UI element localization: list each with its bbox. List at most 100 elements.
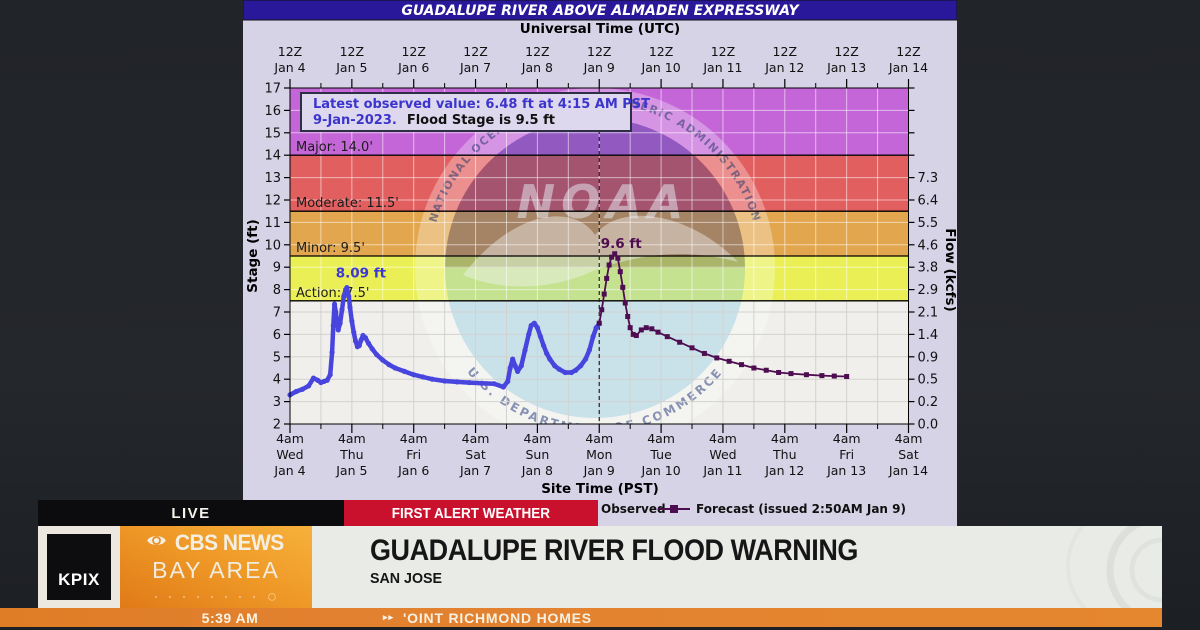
left-axis-title: Stage (ft): [245, 219, 261, 292]
utc-date: Jan 12: [764, 60, 804, 75]
utc-tick: 12Z: [587, 44, 611, 59]
pst-date: Jan 7: [459, 463, 491, 478]
hydrograph-chart: GUADALUPE RIVER ABOVE ALMADEN EXPRESSWAY…: [243, 0, 957, 527]
stage-tick-label: 5: [273, 350, 281, 365]
top-axis-title: Universal Time (UTC): [520, 21, 680, 37]
stage-tick-label: 6: [273, 328, 281, 343]
pst-time: 4am: [895, 431, 923, 446]
utc-tick: 12Z: [463, 44, 487, 59]
pst-time: 4am: [462, 431, 490, 446]
bottom-axis-title: Site Time (PST): [541, 481, 659, 497]
headline-text: GUADALUPE RIVER FLOOD WARNING: [370, 534, 858, 567]
bay-area-label: BAY AREA: [152, 557, 280, 583]
utc-tick: 12Z: [834, 44, 858, 59]
utc-date: Jan 13: [826, 60, 866, 75]
pst-date: Jan 12: [764, 463, 804, 478]
pst-date: Jan 14: [888, 463, 928, 478]
latest-observed-box: Latest observed value: 6.48 ft at 4:15 A…: [300, 92, 650, 132]
flow-tick-label: 0.0: [918, 418, 939, 433]
stage-tick-label: 11: [264, 216, 281, 231]
pst-time: 4am: [400, 431, 428, 446]
cbs-eye-icon: [146, 532, 167, 554]
pst-date: Jan 5: [335, 463, 367, 478]
pst-day: Wed: [276, 447, 303, 462]
kpix-logo: KPIX: [47, 534, 111, 600]
pst-day: Fri: [406, 447, 421, 462]
utc-tick: 12Z: [649, 44, 673, 59]
forecast-series: [596, 251, 850, 380]
stage-tick-label: 7: [273, 306, 281, 321]
threshold-label: Minor: 9.5': [296, 241, 365, 256]
pst-day: Sun: [526, 447, 550, 462]
pst-date: Jan 4: [273, 463, 305, 478]
pst-time: 4am: [338, 431, 366, 446]
stage-tick-label: 17: [264, 82, 281, 97]
utc-tick: 12Z: [525, 44, 549, 59]
threshold-label: Major: 14.0': [296, 140, 373, 155]
utc-date: Jan 4: [273, 60, 305, 75]
flow-tick-label: 0.5: [918, 373, 939, 388]
flow-tick-label: 5.5: [918, 216, 939, 231]
flow-tick-label: 7.3: [918, 171, 939, 186]
kpix-label: KPIX: [58, 570, 100, 589]
latest-observed-line1: Latest observed value: 6.48 ft at 4:15 A…: [313, 97, 650, 112]
utc-date: Jan 14: [888, 60, 928, 75]
chart-legend: Observed Forecast (issued 2:50AM Jan 9): [565, 502, 906, 516]
flow-tick-label: 2.9: [918, 283, 939, 298]
flow-tick-label: 1.4: [918, 328, 939, 343]
pst-day: Thu: [339, 447, 363, 462]
peak-annotation: 8.09 ft: [336, 266, 387, 282]
stage-tick-label: 14: [264, 149, 281, 164]
pst-date: Jan 9: [583, 463, 615, 478]
right-axis-title: Flow (kcfs): [942, 228, 957, 312]
flow-tick-label: 0.9: [918, 350, 939, 365]
stage-tick-label: 13: [264, 171, 281, 186]
pst-day: Thu: [772, 447, 796, 462]
legend-forecast: Forecast (issued 2:50AM Jan 9): [696, 502, 906, 516]
ticker-item: ▸▸ 'OINT RICHMOND HOMES: [383, 608, 592, 627]
utc-date: Jan 5: [335, 60, 367, 75]
stage-tick-label: 8: [273, 283, 281, 298]
first-alert-weather-bar: FIRST ALERT WEATHER: [344, 500, 598, 527]
pst-date: Jan 10: [641, 463, 681, 478]
utc-tick: 12Z: [711, 44, 735, 59]
stage-tick-label: 3: [273, 395, 281, 410]
pst-day: Sat: [898, 447, 919, 462]
stage-tick-label: 15: [264, 126, 281, 141]
peak-annotation: 9.6 ft: [601, 236, 642, 252]
pst-date: Jan 6: [397, 463, 429, 478]
flow-tick-label: 3.8: [918, 261, 939, 276]
pst-date: Jan 11: [702, 463, 742, 478]
subhead-text: SAN JOSE: [370, 570, 443, 587]
live-bar: LIVE: [38, 500, 344, 526]
utc-tick: 12Z: [278, 44, 302, 59]
chart-title-bar: [243, 0, 957, 21]
cbs-dots-decoration: [151, 588, 281, 606]
pst-date: Jan 8: [521, 463, 553, 478]
pst-time: 4am: [771, 431, 799, 446]
ticker-text: 'OINT RICHMOND HOMES: [403, 609, 592, 626]
utc-tick: 12Z: [340, 44, 364, 59]
utc-tick: 12Z: [896, 44, 920, 59]
pst-time: 4am: [647, 431, 675, 446]
utc-tick: 12Z: [773, 44, 797, 59]
utc-tick: 12Z: [401, 44, 425, 59]
pst-time: 4am: [585, 431, 613, 446]
stage-tick-label: 16: [264, 104, 281, 119]
clock: 5:39 AM: [201, 609, 259, 626]
flow-tick-label: 4.6: [918, 238, 939, 253]
pst-day: Tue: [649, 447, 672, 462]
ticker-arrows-icon: ▸▸: [383, 612, 395, 622]
flow-tick-label: 2.1: [918, 306, 939, 321]
kpix-panel: KPIX: [38, 526, 120, 608]
pst-day: Sat: [465, 447, 486, 462]
legend-observed: Observed: [601, 502, 666, 516]
pst-time: 4am: [276, 431, 304, 446]
utc-date: Jan 10: [641, 60, 681, 75]
headline-panel: GUADALUPE RIVER FLOOD WARNING SAN JOSE: [312, 526, 1162, 608]
chart-title: GUADALUPE RIVER ABOVE ALMADEN EXPRESSWAY: [401, 3, 800, 19]
swirl-decoration: [1066, 526, 1162, 608]
stage-tick-label: 10: [264, 238, 281, 253]
